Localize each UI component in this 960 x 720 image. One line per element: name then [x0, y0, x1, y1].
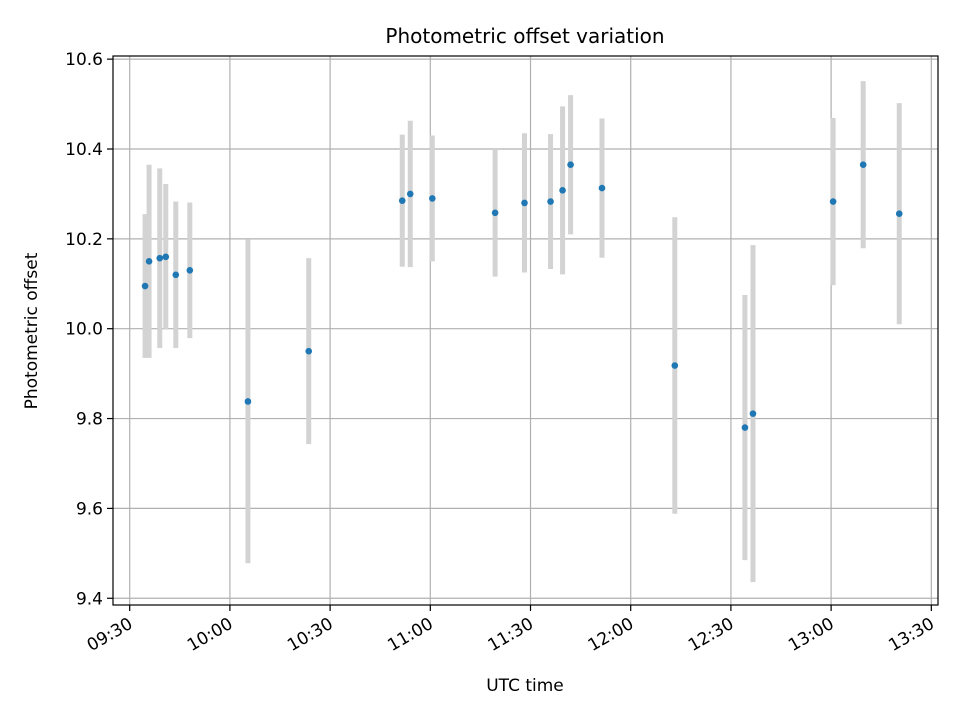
- x-tick-label: 09:30: [84, 614, 136, 656]
- y-tick-label: 9.4: [76, 589, 103, 609]
- y-axis-label: Photometric offset: [22, 252, 42, 409]
- data-point: [671, 362, 679, 369]
- data-point: [559, 187, 566, 194]
- errorbars: [142, 81, 902, 583]
- data-point: [156, 254, 164, 262]
- data-point: [859, 161, 867, 169]
- x-tick-label: 12:00: [585, 614, 637, 656]
- data-point: [145, 258, 153, 265]
- data-point: [429, 195, 436, 202]
- x-tick-label: 12:30: [685, 614, 737, 656]
- x-axis: 09:30 10:00 10:30 11:00 11:30 12:00 12:30 13:00…: [84, 605, 938, 656]
- y-tick-label: 9.8: [76, 410, 103, 430]
- x-tick-label: 11:30: [485, 614, 537, 656]
- data-point: [598, 184, 606, 192]
- chart-title: Photometric offset variation: [385, 24, 664, 48]
- y-tick-label: 10.6: [65, 50, 103, 70]
- data-point: [162, 253, 170, 261]
- data-point: [741, 424, 749, 431]
- data-points: [141, 161, 903, 431]
- data-point: [406, 190, 414, 198]
- y-axis: 9.4 9.6 9.8 10.0 10.2 10.4 10.6: [65, 50, 113, 609]
- plot-frame: [112, 55, 939, 606]
- x-tick-label: 11:00: [384, 614, 436, 656]
- x-axis-label: UTC time: [486, 676, 564, 696]
- x-tick-label: 13:00: [785, 614, 837, 656]
- x-tick-label: 13:30: [885, 614, 937, 656]
- y-tick-label: 9.6: [76, 499, 103, 519]
- data-point: [491, 209, 499, 217]
- data-point: [186, 266, 194, 274]
- data-point: [521, 199, 528, 207]
- data-point: [829, 198, 837, 205]
- y-tick-label: 10.2: [65, 230, 103, 250]
- data-point: [895, 210, 903, 217]
- data-point: [244, 398, 252, 405]
- data-point: [141, 282, 149, 290]
- x-tick-label: 10:00: [184, 614, 236, 656]
- data-point: [305, 347, 313, 355]
- data-point: [567, 161, 574, 169]
- x-tick-label: 10:30: [284, 614, 336, 656]
- data-point: [398, 197, 406, 204]
- y-tick-label: 10.4: [65, 140, 103, 160]
- data-point: [172, 271, 180, 279]
- y-tick-label: 10.0: [65, 320, 103, 340]
- data-point: [749, 410, 757, 417]
- data-point: [547, 198, 554, 205]
